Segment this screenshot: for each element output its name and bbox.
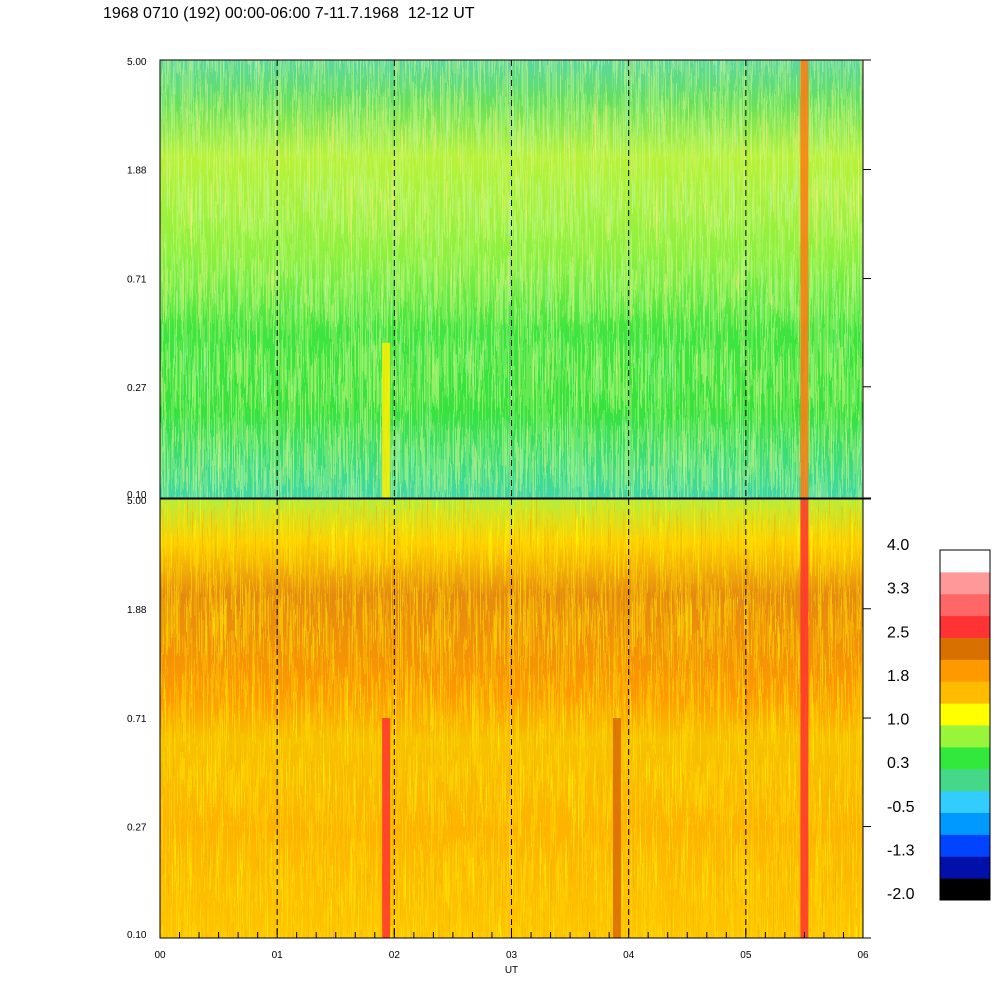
y-tick-label: 0.10: [127, 490, 147, 501]
lower-panel: 5.00 1.88 0.71 0.27 0.10 00 01 02 03 04 05 06 UT: [127, 496, 871, 976]
y-tick-label: 1.88: [127, 605, 147, 616]
heatmap-feature: [382, 342, 391, 498]
colorbar-swatch: [940, 593, 990, 617]
heatmap-feature: [382, 718, 391, 938]
x-tick-label: 06: [857, 950, 869, 961]
heatmap-feature: [800, 60, 809, 498]
upper-panel: 5.00 1.88 0.71 0.27 0.10: [127, 57, 871, 501]
colorbar-label: 3.3: [887, 581, 909, 598]
colorbar-frame: [939, 549, 991, 901]
y-tick-label: 5.00: [127, 496, 147, 507]
y-tick-label: 0.10: [127, 930, 147, 941]
colorbar-swatch: [940, 812, 990, 835]
colorbar-label: 1.8: [887, 668, 909, 685]
colorbar-swatch: [940, 615, 990, 638]
x-tick-label: 04: [623, 950, 635, 961]
x-tick-label: 00: [154, 950, 166, 961]
colorbar-label: 0.3: [887, 755, 909, 772]
colorbar-swatch: [940, 834, 990, 857]
colorbar-swatch: [940, 681, 990, 704]
colorbar-swatch: [940, 768, 990, 792]
colorbar-label: 4.0: [887, 537, 909, 554]
colorbar-label: -1.3: [887, 842, 915, 859]
colorbar-label: 1.0: [887, 712, 909, 729]
colorbar-swatch: [940, 746, 990, 770]
y-tick-label: 0.71: [127, 714, 147, 725]
y-tick-label: 5.00: [127, 57, 147, 68]
y-tick-label: 0.27: [127, 823, 147, 834]
colorbar-swatch: [940, 571, 990, 595]
x-tick-label: 02: [389, 950, 401, 961]
heatmap-feature: [800, 499, 809, 938]
colorbar-label: -0.5: [887, 799, 915, 816]
x-axis-label: UT: [505, 965, 518, 976]
y-tick-label: 0.71: [127, 275, 147, 286]
colorbar-swatch: [940, 878, 990, 901]
colorbar-swatch: [940, 725, 990, 748]
x-tick-label: 05: [740, 950, 752, 961]
colorbar-swatch: [940, 659, 990, 682]
colorbar-swatch: [940, 790, 990, 813]
y-tick-label: 0.27: [127, 383, 147, 394]
x-tick-label: 03: [506, 950, 518, 961]
colorbar-swatch: [940, 856, 990, 879]
heatmap-feature: [612, 718, 621, 938]
colorbar-swatch: [940, 637, 990, 660]
y-tick-label: 1.88: [127, 166, 147, 177]
colorbar-swatch: [940, 550, 990, 573]
x-tick-label: 01: [272, 950, 284, 961]
colorbar-label: -2.0: [887, 886, 915, 903]
colorbar: 4.0 3.3 2.5 1.8 1.0 0.3 -0.5 -1.3 -2.0: [887, 537, 991, 903]
colorbar-label: 2.5: [887, 624, 909, 641]
colorbar-swatch: [940, 703, 990, 726]
chart-title: 1968 0710 (192) 00:00-06:00 7-11.7.1968 …: [103, 5, 475, 22]
